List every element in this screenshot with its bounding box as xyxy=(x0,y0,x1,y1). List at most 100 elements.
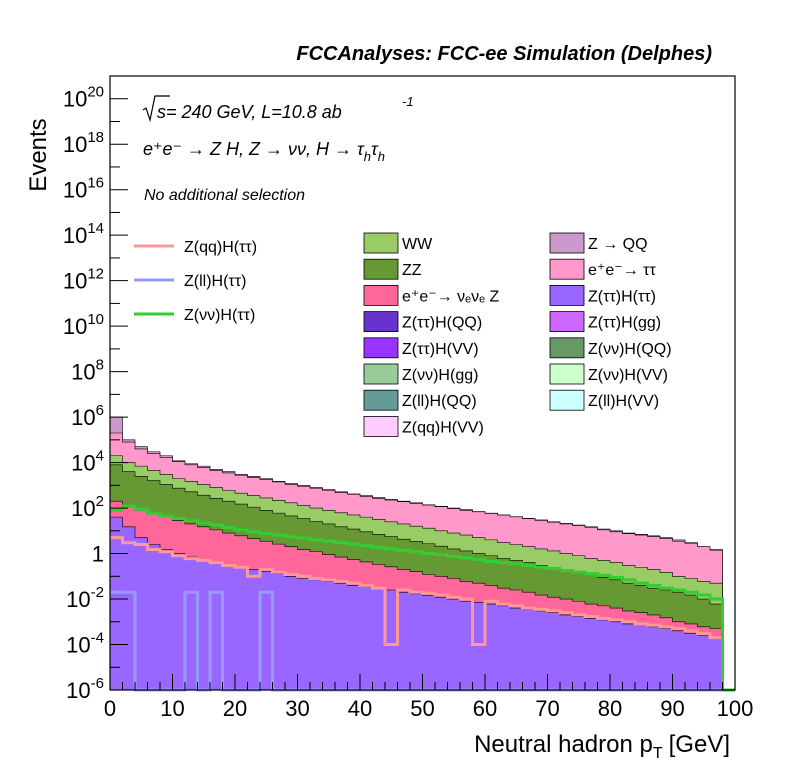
energy-sqrt-s: s xyxy=(157,102,166,122)
x-tick-label-80: 80 xyxy=(598,696,622,721)
y-tick-exponent: 8 xyxy=(96,357,104,374)
y-tick-mantissa: 10 xyxy=(71,405,95,430)
y-tick-label: 10-2 xyxy=(66,584,104,612)
y-tick-exponent: 18 xyxy=(87,129,104,146)
stack-legend-swatch xyxy=(549,232,585,254)
stack-legend-swatch xyxy=(363,311,399,333)
y-tick-mantissa: 10 xyxy=(66,678,90,703)
y-tick-label: 102 xyxy=(71,493,104,521)
energy-annotation: s = 240 GeV, L=10.8 ab -1 xyxy=(142,94,414,123)
y-axis: 10-610-410-21102104106108101010121014101… xyxy=(63,75,128,703)
stack-legend-label: WW xyxy=(402,236,433,253)
stack-legend-swatch xyxy=(549,284,585,306)
process-sub-2: h xyxy=(378,149,385,164)
y-axis-label: Events xyxy=(25,118,52,191)
x-tick-label-70: 70 xyxy=(535,696,559,721)
y-tick-label: 1014 xyxy=(63,220,104,248)
y-tick-mantissa: 1 xyxy=(92,542,104,567)
stack-legend-label: Z(ττ)H(VV) xyxy=(402,341,479,358)
y-tick-label: 1010 xyxy=(63,311,104,339)
stack-legend-swatch xyxy=(363,337,399,359)
process-tau-2: τ xyxy=(371,139,379,159)
stack-legend-swatch xyxy=(549,258,585,280)
stack-legend-swatch xyxy=(549,389,585,411)
x-axis-label-sub: T xyxy=(653,745,663,762)
x-tick-label-10: 10 xyxy=(160,696,184,721)
y-tick-mantissa: 10 xyxy=(71,451,95,476)
x-axis-label: Neutral hadron pT [GeV] xyxy=(474,731,730,762)
x-tick-label-20: 20 xyxy=(223,696,247,721)
y-tick-mantissa: 10 xyxy=(71,496,95,521)
y-tick-exponent: 4 xyxy=(96,448,104,465)
line-series-z-h- xyxy=(110,504,735,692)
y-tick-label: 104 xyxy=(71,448,104,476)
y-tick-mantissa: 10 xyxy=(63,314,87,339)
y-tick-label: 108 xyxy=(71,357,104,385)
x-tick-label-40: 40 xyxy=(348,696,372,721)
stack-legend: WW Z → QQ ZZ e⁺e⁻→ ττ e⁺e⁻→ νₑνₑ Z Z(ττ)H(ττ)… xyxy=(363,232,672,437)
y-tick-exponent: -2 xyxy=(91,584,104,601)
stack-legend-label: e⁺e⁻→ ττ xyxy=(588,262,656,279)
y-tick-exponent: 14 xyxy=(87,220,104,237)
line-legend-label: Z(ll)H(ττ) xyxy=(184,273,246,290)
process-sub-1: h xyxy=(364,149,371,164)
process-annotation: e⁺e⁻ → Z H, Z → νν, H → τhτh xyxy=(143,139,385,164)
stack-legend-label: Z(νν)H(gg) xyxy=(402,367,478,384)
y-tick-label: 1016 xyxy=(63,175,104,203)
stack-legend-swatch xyxy=(549,337,585,359)
x-tick-label-100: 100 xyxy=(717,696,754,721)
x-tick-label-50: 50 xyxy=(410,696,434,721)
stack-legend-label: Z(νν)H(QQ) xyxy=(588,341,672,358)
stack-legend-swatch xyxy=(363,363,399,385)
x-axis: 0 10 20 30 40 50 60 70 80 90 100 xyxy=(104,674,753,721)
stack-legend-swatch xyxy=(363,284,399,306)
stack-legend-swatch xyxy=(549,311,585,333)
y-tick-label: 10-4 xyxy=(66,630,104,658)
line-series-z-qq-h- xyxy=(110,536,735,692)
y-tick-label: 106 xyxy=(71,402,104,430)
plot-area xyxy=(109,75,736,692)
y-tick-mantissa: 10 xyxy=(63,87,87,112)
x-axis-label-unit: [GeV] xyxy=(669,731,730,758)
x-tick-label-0: 0 xyxy=(104,696,116,721)
x-tick-label-30: 30 xyxy=(285,696,309,721)
line-legend-label: Z(qq)H(ττ) xyxy=(184,239,257,256)
x-tick-label-60: 60 xyxy=(473,696,497,721)
selection-annotation: No additional selection xyxy=(144,187,305,204)
stack-legend-label: Z(ττ)H(ττ) xyxy=(588,288,656,305)
y-tick-mantissa: 10 xyxy=(66,587,90,612)
y-tick-exponent: 20 xyxy=(87,84,104,101)
y-tick-label: 1018 xyxy=(63,129,104,157)
y-tick-exponent: 16 xyxy=(87,175,104,192)
sqrt-sign xyxy=(142,95,170,123)
y-tick-mantissa: 10 xyxy=(63,132,87,157)
y-tick-label: 1 xyxy=(92,542,104,567)
stack-legend-swatch xyxy=(363,232,399,254)
stack-legend-label: e⁺e⁻→ νₑνₑ Z xyxy=(402,288,499,305)
y-tick-label: 1012 xyxy=(63,266,104,294)
stack-legend-label: Z(ll)H(QQ) xyxy=(402,393,477,410)
y-tick-mantissa: 10 xyxy=(63,178,87,203)
stack-legend-label: Z(qq)H(VV) xyxy=(402,419,484,436)
y-tick-mantissa: 10 xyxy=(63,269,87,294)
stack-legend-swatch xyxy=(363,415,399,437)
line-legend-label: Z(νν)H(ττ) xyxy=(184,307,255,324)
y-tick-mantissa: 10 xyxy=(66,633,90,658)
energy-exponent: -1 xyxy=(402,94,414,109)
x-axis-label-main: Neutral hadron p xyxy=(474,731,653,758)
y-tick-mantissa: 10 xyxy=(63,223,87,248)
stack-legend-label: ZZ xyxy=(402,262,422,279)
y-tick-exponent: -6 xyxy=(91,675,104,692)
energy-rest: = 240 GeV, L=10.8 ab xyxy=(166,102,342,122)
x-tick-label-90: 90 xyxy=(660,696,684,721)
stack-legend-swatch xyxy=(363,389,399,411)
stack-legend-label: Z(νν)H(VV) xyxy=(588,367,668,384)
stack-legend-swatch xyxy=(549,363,585,385)
chart-title: FCCAnalyses: FCC-ee Simulation (Delphes) xyxy=(296,43,712,65)
y-tick-mantissa: 10 xyxy=(71,360,95,385)
stack-legend-label: Z(ττ)H(gg) xyxy=(588,315,661,332)
y-tick-exponent: 6 xyxy=(96,402,104,419)
y-tick-label: 10-6 xyxy=(66,675,104,703)
y-tick-exponent: 10 xyxy=(87,311,104,328)
y-tick-exponent: 12 xyxy=(87,266,104,283)
